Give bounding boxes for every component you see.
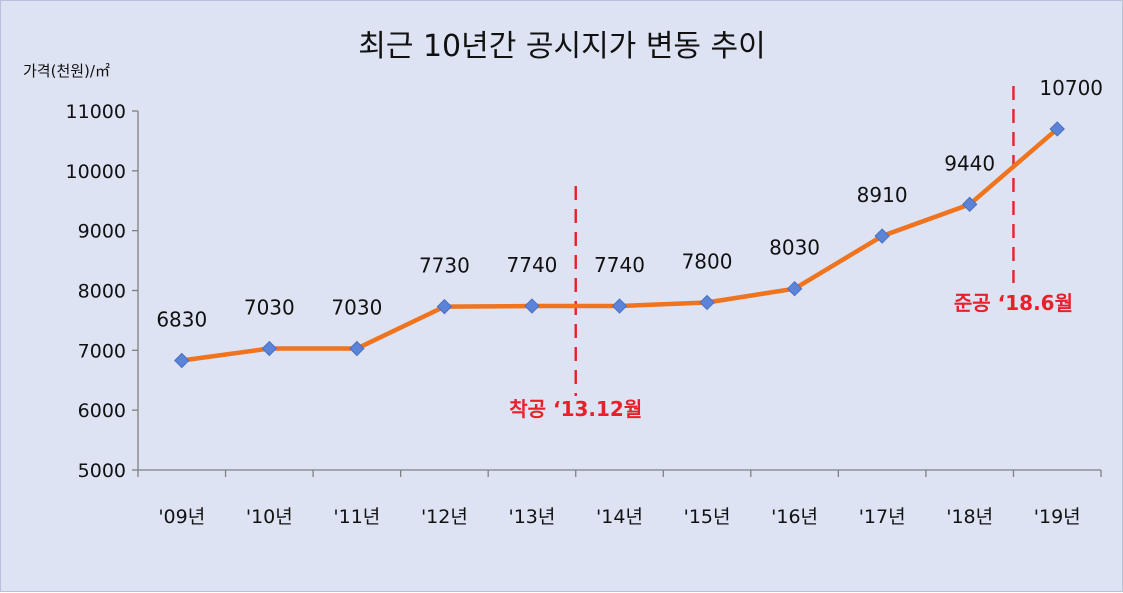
- data-label: 7730: [419, 254, 470, 278]
- data-point-marker: [961, 196, 978, 213]
- x-tick-label: '15년: [684, 506, 731, 528]
- data-label: 7800: [682, 249, 733, 273]
- annotation-label: 준공 ‘18.6월: [954, 291, 1073, 315]
- data-label: 8030: [769, 236, 820, 260]
- x-tick-label: '10년: [246, 506, 293, 528]
- x-tick-label: '13년: [509, 506, 556, 528]
- data-point-marker: [174, 352, 190, 369]
- data-point-marker: [261, 340, 278, 357]
- data-point-marker: [524, 298, 540, 314]
- axes: 5000 6000 7000 8000 9000 10000 11000 '09년 '10년 '1…: [66, 101, 1102, 528]
- y-axis-label: 가격(천원)/㎡: [23, 62, 110, 80]
- data-point-marker: [699, 294, 715, 311]
- x-tick-label: '14년: [596, 506, 643, 528]
- data-point-marker: [786, 280, 803, 297]
- data-label: 7740: [507, 253, 558, 277]
- y-tick-label: 8000: [78, 281, 126, 303]
- x-tick-label: '12년: [421, 506, 468, 528]
- annotations: 착공 ‘13.12월 준공 ‘18.6월: [509, 86, 1073, 421]
- data-point-marker: [1049, 121, 1065, 137]
- x-tick-label: '16년: [771, 506, 818, 528]
- data-label: 7030: [244, 296, 295, 320]
- x-tick-label: '19년: [1034, 506, 1081, 528]
- x-tick-label: '18년: [946, 506, 993, 528]
- annotation-label: 착공 ‘13.12월: [509, 397, 642, 421]
- series-layer: 6830 7030 7030 7730 7740 7740 7800 8030 8910 9440…: [156, 76, 1103, 369]
- data-point-marker: [874, 228, 890, 244]
- y-tick-label: 10000: [66, 161, 126, 183]
- data-label: 6830: [156, 308, 207, 332]
- data-point-marker: [611, 298, 628, 314]
- data-label: 8910: [857, 183, 908, 207]
- x-tick-label: '11년: [333, 506, 380, 528]
- data-label: 9440: [944, 151, 995, 175]
- y-tick-label: 11000: [66, 101, 126, 123]
- y-tick-label: 9000: [78, 221, 126, 243]
- chart-title: 최근 10년간 공시지가 변동 추이: [358, 29, 766, 64]
- data-point-marker: [436, 298, 453, 315]
- data-point-marker: [349, 340, 365, 357]
- y-tick-label: 5000: [78, 460, 126, 482]
- data-label: 10700: [1039, 76, 1103, 100]
- y-tick-label: 7000: [78, 340, 126, 362]
- x-tick-label: '17년: [859, 506, 906, 528]
- data-label: 7030: [331, 296, 382, 320]
- y-tick-label: 6000: [78, 400, 126, 422]
- data-label: 7740: [594, 253, 645, 277]
- x-tick-label: '09년: [158, 506, 205, 528]
- series-line: [181, 127, 1059, 363]
